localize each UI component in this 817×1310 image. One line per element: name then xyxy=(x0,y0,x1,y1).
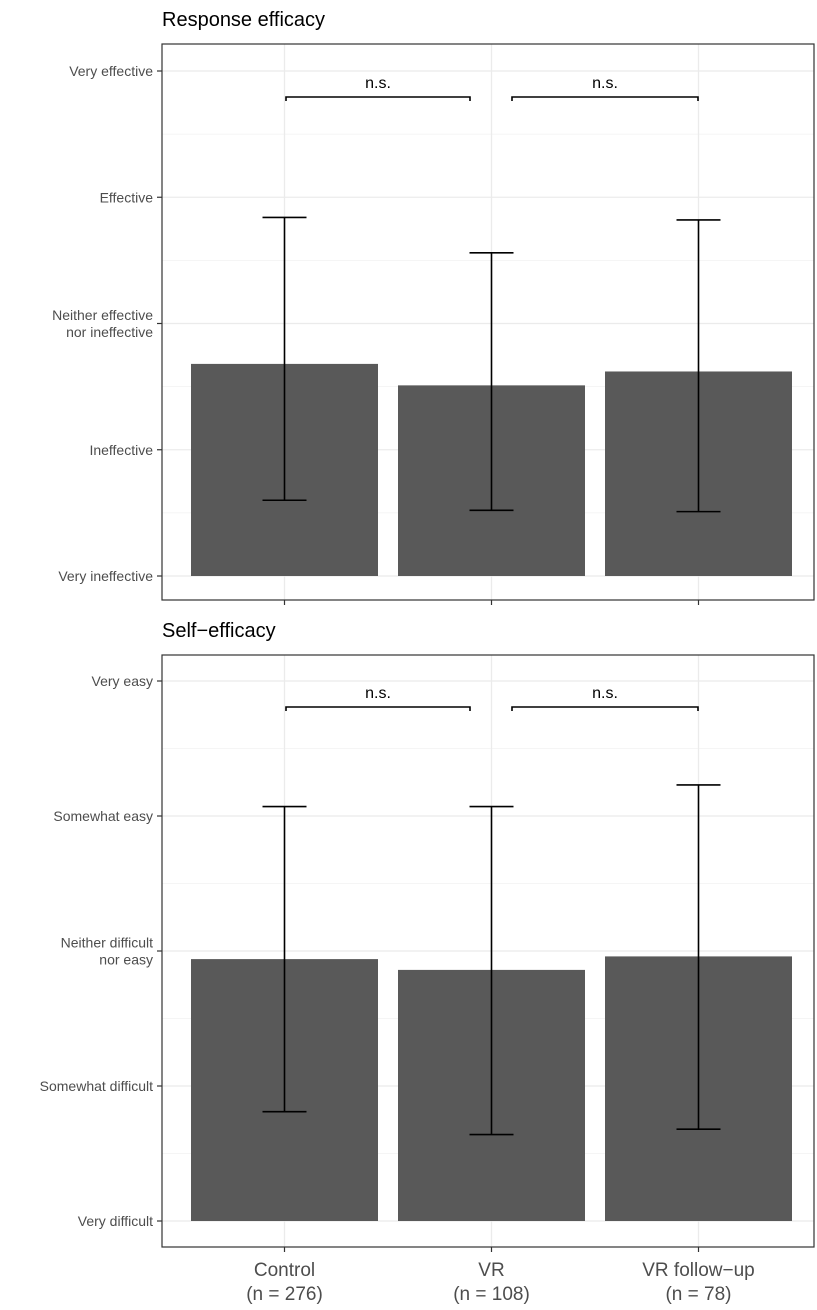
panel-self-efficacy: n.s. n.s. Very difficult Somewhat difficult… xyxy=(40,620,815,1252)
y-tick-label: Somewhat easy xyxy=(53,808,153,824)
x-tick-label: VR xyxy=(478,1260,504,1281)
significance-bracket: n.s. xyxy=(511,75,699,101)
y-tick-label: Very effective xyxy=(69,63,153,79)
significance-bracket-line xyxy=(511,706,699,711)
x-tick-count-label: (n = 108) xyxy=(453,1284,530,1305)
significance-bracket: n.s. xyxy=(285,75,471,101)
significance-label: n.s. xyxy=(365,685,391,702)
error-bar xyxy=(676,784,721,1130)
panel-title: Response efficacy xyxy=(162,9,325,31)
significance-label: n.s. xyxy=(592,685,618,702)
y-tick-label: Very difficult xyxy=(78,1213,153,1229)
y-tick-label: Somewhat difficult xyxy=(40,1078,153,1094)
significance-bracket-line xyxy=(285,706,471,711)
x-tick-label: Control xyxy=(254,1260,315,1281)
y-tick-label: Neither difficult nor easy xyxy=(61,935,153,968)
error-bar xyxy=(676,219,721,513)
panel-response-efficacy: n.s. n.s. Very ineffective Ineffective Neith… xyxy=(52,9,815,605)
error-bar xyxy=(262,805,307,1113)
significance-label: n.s. xyxy=(365,75,391,92)
y-tick-label: Very easy xyxy=(92,673,153,689)
significance-bracket: n.s. xyxy=(511,685,699,711)
significance-label: n.s. xyxy=(592,75,618,92)
y-tick-label: Effective xyxy=(100,189,154,205)
significance-bracket-line xyxy=(285,96,471,101)
y-tick-label: Ineffective xyxy=(89,442,153,458)
significance-bracket-line xyxy=(511,96,699,101)
panel-border xyxy=(161,43,815,601)
error-bar xyxy=(469,805,514,1136)
significance-bracket: n.s. xyxy=(285,685,471,711)
x-tick-count-label: (n = 276) xyxy=(246,1284,323,1305)
panel-title: Self−efficacy xyxy=(162,620,276,642)
error-bar xyxy=(469,252,514,512)
x-tick-count-label: (n = 78) xyxy=(665,1284,731,1305)
y-tick-label: Neither effective nor ineffective xyxy=(52,307,153,340)
x-tick-label: VR follow−up xyxy=(642,1260,754,1281)
error-bar xyxy=(262,216,307,502)
y-tick-label: Very ineffective xyxy=(58,568,153,584)
